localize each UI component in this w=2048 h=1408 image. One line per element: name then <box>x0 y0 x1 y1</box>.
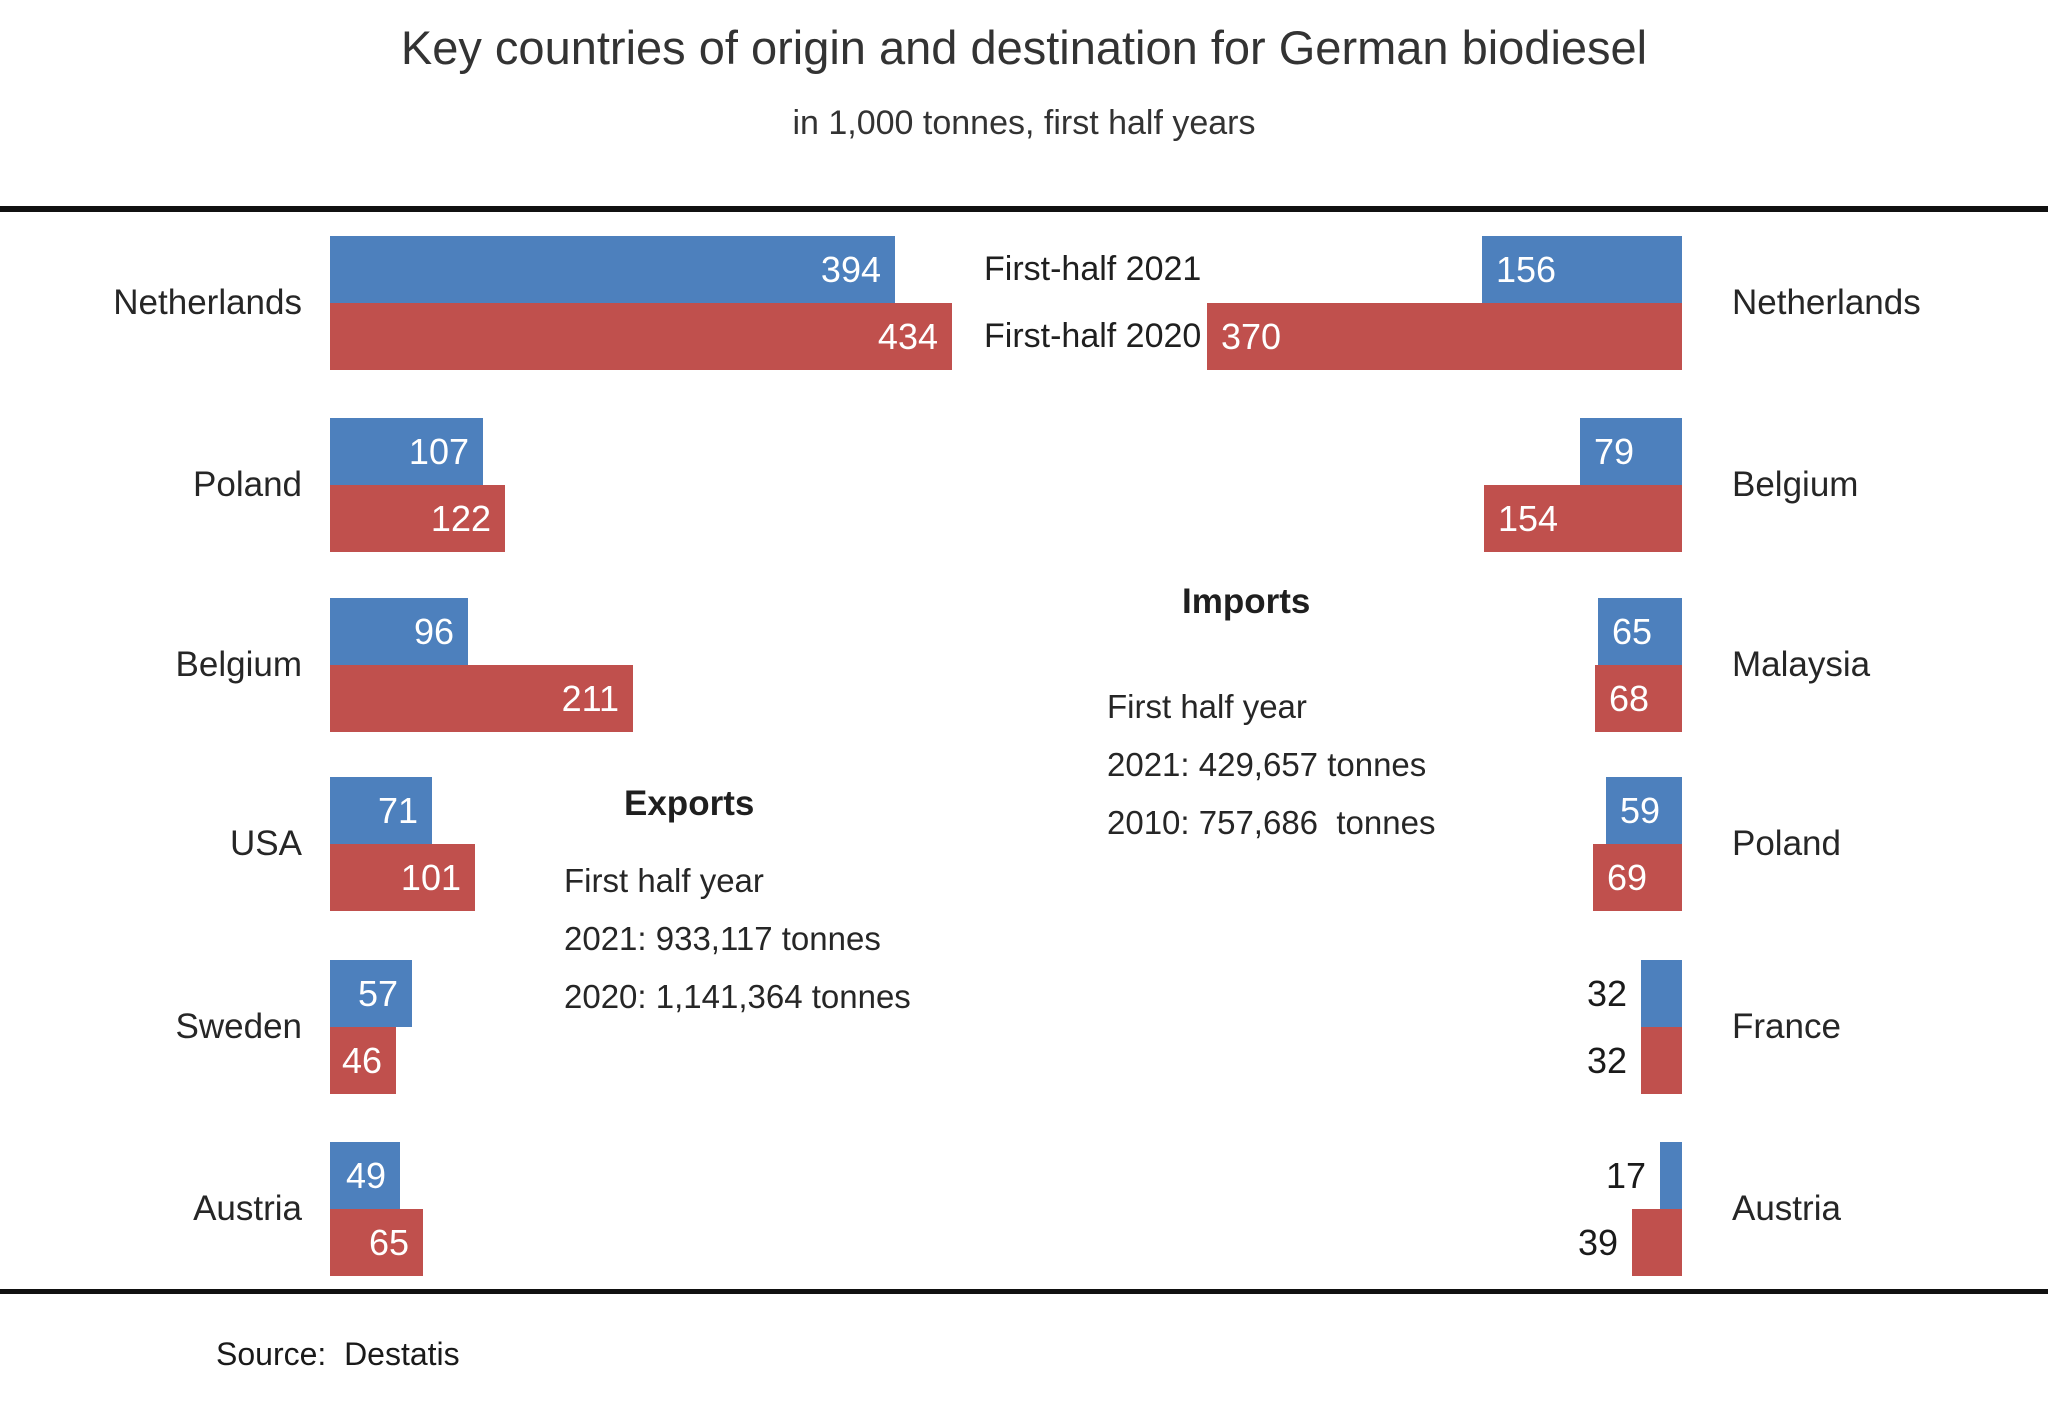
bar-value-label: 107 <box>408 430 469 472</box>
bar-value-label: 46 <box>341 1039 382 1081</box>
bar-value-label: 434 <box>877 315 938 357</box>
bar-value-label: 96 <box>413 610 454 652</box>
bar-exports-usa-2021: 71 <box>330 777 432 844</box>
bar-value-label: 57 <box>357 972 398 1014</box>
bar-imports-netherlands-2020: 370 <box>1207 303 1682 370</box>
bar-imports-malaysia-2021: 65 <box>1598 598 1682 665</box>
bar-exports-usa-2020: 101 <box>330 844 475 911</box>
legend-first-half-2021: First-half 2021 <box>984 250 1202 288</box>
exports-summary: First half year 2021: 933,117 tonnes 202… <box>564 852 911 1026</box>
bar-imports-france-2021 <box>1641 960 1682 1027</box>
category-label-austria: Austria <box>1732 1189 1841 1228</box>
bar-value-label: 370 <box>1221 315 1282 357</box>
imports-summary: First half year 2021: 429,657 tonnes 201… <box>1107 678 1435 852</box>
imports-heading: Imports <box>1182 582 1311 621</box>
bar-exports-netherlands-2021: 394 <box>330 236 895 303</box>
bar-value-label: 49 <box>345 1154 386 1196</box>
bar-value-label: 65 <box>1612 610 1653 652</box>
bar-value-label: 32 <box>1586 973 1627 1014</box>
category-label-austria: Austria <box>193 1189 302 1228</box>
bar-imports-france-2020 <box>1641 1027 1682 1094</box>
bar-exports-sweden-2020: 46 <box>330 1027 396 1094</box>
bar-imports-netherlands-2021: 156 <box>1482 236 1682 303</box>
bar-value-label: 59 <box>1620 789 1661 831</box>
exports-total-2020: 2020: 1,141,364 tonnes <box>564 978 911 1015</box>
bottom-divider <box>0 1289 2048 1294</box>
category-label-usa: USA <box>230 824 302 863</box>
bar-imports-austria-2020 <box>1632 1209 1682 1276</box>
chart-subtitle: in 1,000 tonnes, first half years <box>792 104 1256 142</box>
bar-exports-austria-2020: 65 <box>330 1209 423 1276</box>
imports-total-2020: 2010: 757,686 tonnes <box>1107 804 1436 841</box>
bar-exports-austria-2021: 49 <box>330 1142 400 1209</box>
exports-total-2021: 2021: 933,117 tonnes <box>564 920 881 957</box>
category-label-belgium: Belgium <box>175 645 302 684</box>
bar-value-label: 211 <box>561 677 619 719</box>
bar-exports-poland-2021: 107 <box>330 418 483 485</box>
category-label-sweden: Sweden <box>175 1007 302 1046</box>
chart-title: Key countries of origin and destination … <box>400 21 1648 74</box>
bar-imports-poland-2021: 59 <box>1606 777 1682 844</box>
exports-period-label: First half year <box>564 862 764 899</box>
imports-total-2021: 2021: 429,657 tonnes <box>1107 746 1427 783</box>
bar-value-label: 154 <box>1498 497 1559 539</box>
bar-value-label: 79 <box>1594 430 1635 472</box>
bar-value-label: 39 <box>1577 1222 1618 1263</box>
bar-exports-belgium-2020: 211 <box>330 665 633 732</box>
bar-exports-belgium-2021: 96 <box>330 598 468 665</box>
bar-value-label: 156 <box>1496 248 1557 290</box>
bar-value-label: 32 <box>1586 1040 1627 1081</box>
bar-exports-netherlands-2020: 434 <box>330 303 952 370</box>
category-label-malaysia: Malaysia <box>1732 645 1871 684</box>
category-label-belgium: Belgium <box>1732 465 1859 504</box>
bar-value-label: 394 <box>820 248 881 290</box>
bar-value-label: 69 <box>1607 856 1648 898</box>
legend-first-half-2020: First-half 2020 <box>984 317 1202 355</box>
category-label-france: France <box>1732 1007 1841 1046</box>
bar-exports-sweden-2021: 57 <box>330 960 412 1027</box>
bar-exports-poland-2020: 122 <box>330 485 505 552</box>
exports-heading: Exports <box>624 784 755 823</box>
bar-imports-malaysia-2020: 68 <box>1595 665 1682 732</box>
bar-imports-belgium-2021: 79 <box>1580 418 1682 485</box>
bar-value-label: 101 <box>400 856 461 898</box>
bar-value-label: 122 <box>430 497 491 539</box>
category-label-poland: Poland <box>193 465 302 504</box>
category-label-poland: Poland <box>1732 824 1841 863</box>
source-note: Source: Destatis <box>216 1336 460 1372</box>
top-divider <box>0 206 2048 212</box>
category-label-netherlands: Netherlands <box>113 283 302 322</box>
bar-value-label: 68 <box>1609 677 1650 719</box>
bar-imports-poland-2020: 69 <box>1593 844 1682 911</box>
bar-imports-belgium-2020: 154 <box>1484 485 1682 552</box>
imports-period-label: First half year <box>1107 688 1307 725</box>
bar-value-label: 17 <box>1605 1155 1646 1196</box>
bar-value-label: 65 <box>368 1221 409 1263</box>
bar-imports-austria-2021 <box>1660 1142 1682 1209</box>
category-label-netherlands: Netherlands <box>1732 283 1921 322</box>
bar-value-label: 71 <box>377 789 418 831</box>
